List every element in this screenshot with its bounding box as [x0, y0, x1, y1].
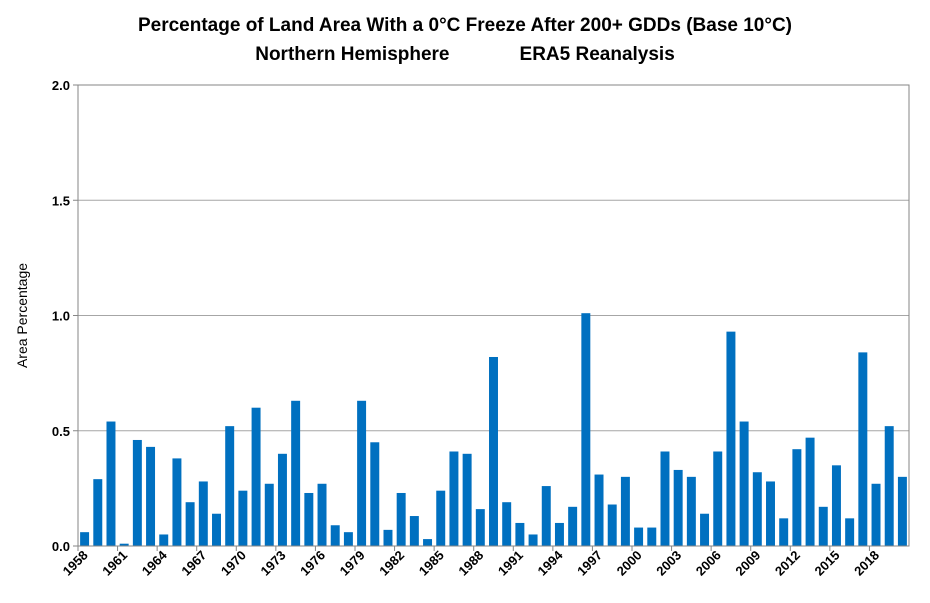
bar-2019 [884, 426, 894, 546]
bar-1985 [436, 490, 446, 546]
bar-1996 [581, 313, 591, 546]
bar-2004 [686, 476, 696, 546]
y-tick-label: 0.0 [52, 539, 70, 554]
bar-2003 [673, 469, 683, 546]
bar-1972 [264, 483, 274, 546]
y-tick-label: 1.5 [52, 193, 70, 208]
bar-1994 [554, 522, 564, 546]
x-tick-label: 2006 [693, 548, 724, 579]
bar-1964 [159, 534, 169, 546]
bar-1979 [357, 400, 367, 546]
bar-2007 [726, 331, 736, 546]
bar-2013 [805, 437, 815, 546]
bar-1993 [541, 486, 551, 546]
bar-2015 [831, 465, 841, 546]
bar-2008 [739, 421, 749, 546]
x-tick-label: 1979 [337, 548, 368, 579]
bar-1988 [475, 509, 485, 546]
bar-1990 [502, 502, 512, 546]
bar-1986 [449, 451, 459, 546]
bar-2020 [897, 476, 907, 546]
bar-2012 [792, 449, 802, 546]
bar-1958 [80, 532, 90, 546]
bar-2001 [647, 527, 657, 546]
bar-2014 [818, 506, 828, 546]
x-tick-label: 2009 [732, 548, 763, 579]
bar-2017 [858, 352, 868, 546]
bar-1980 [370, 442, 380, 546]
bar-2011 [779, 518, 789, 546]
x-tick-label: 1970 [218, 548, 249, 579]
x-tick-label: 1997 [574, 548, 605, 579]
bar-2016 [845, 518, 855, 546]
bar-1967 [198, 481, 208, 546]
x-tick-label: 1994 [535, 547, 567, 579]
subtitle-region: Northern Hemisphere [255, 44, 450, 65]
bar-1995 [568, 506, 578, 546]
bar-2009 [752, 472, 762, 546]
bar-1983 [409, 516, 419, 546]
bar-1981 [383, 529, 393, 546]
bar-1984 [423, 539, 433, 546]
x-tick-label: 2018 [851, 548, 882, 579]
y-axis-ticks: 0.0 0.5 1.0 1.5 2.0 [52, 78, 78, 554]
bar-1963 [146, 446, 156, 546]
x-tick-label: 1991 [495, 548, 526, 579]
chart-subtitle: Northern Hemisphere ERA5 Reanalysis [0, 44, 930, 66]
bar-1991 [515, 522, 525, 546]
y-tick-label: 1.0 [52, 309, 70, 324]
x-axis-ticks: 1958 1961 1964 1967 1970 1973 1976 1979 1982 1985… [60, 546, 882, 579]
x-tick-label: 1988 [455, 548, 486, 579]
bar-1998 [607, 504, 617, 546]
bar-1966 [185, 502, 195, 546]
x-tick-label: 1967 [178, 548, 209, 579]
bar-1974 [291, 400, 301, 546]
bar-1982 [396, 492, 406, 546]
x-tick-label: 2012 [772, 548, 803, 579]
bar-1970 [238, 490, 248, 546]
bar-2000 [634, 527, 644, 546]
bars [80, 313, 907, 546]
bar-1969 [225, 426, 235, 546]
chart-title: Percentage of Land Area With a 0°C Freez… [137, 15, 793, 36]
bar-1997 [594, 474, 604, 546]
bar-2006 [713, 451, 723, 546]
bar-1975 [304, 492, 314, 546]
bar-1960 [106, 421, 116, 546]
bar-2018 [871, 483, 881, 546]
bar-2002 [660, 451, 670, 546]
bar-1965 [172, 458, 182, 546]
bar-1992 [528, 534, 538, 546]
x-tick-label: 2000 [614, 548, 645, 579]
x-tick-label: 1961 [99, 548, 130, 579]
bar-1976 [317, 483, 327, 546]
y-axis-label: Area Percentage [14, 263, 30, 368]
bar-1999 [620, 476, 630, 546]
bar-1978 [343, 532, 353, 546]
bar-1959 [93, 479, 103, 546]
bar-1987 [462, 453, 472, 546]
x-tick-label: 2003 [653, 548, 684, 579]
bar-1971 [251, 407, 261, 546]
x-tick-label: 2015 [812, 548, 843, 579]
bar-1961 [119, 543, 129, 546]
bar-1989 [489, 356, 498, 546]
y-tick-label: 0.5 [52, 424, 70, 439]
bar-2010 [766, 481, 775, 546]
bar-1977 [330, 525, 340, 546]
subtitle-source: ERA5 Reanalysis [519, 44, 675, 65]
x-tick-label: 1973 [258, 548, 289, 579]
bar-2005 [700, 513, 710, 546]
bar-1973 [277, 453, 287, 546]
bar-1968 [212, 513, 221, 546]
bar-1962 [132, 439, 142, 546]
x-tick-label: 1982 [376, 548, 407, 579]
x-tick-label: 1985 [416, 548, 447, 579]
x-tick-label: 1976 [297, 548, 328, 579]
x-tick-label: 1964 [139, 547, 171, 579]
y-tick-label: 2.0 [52, 78, 70, 93]
